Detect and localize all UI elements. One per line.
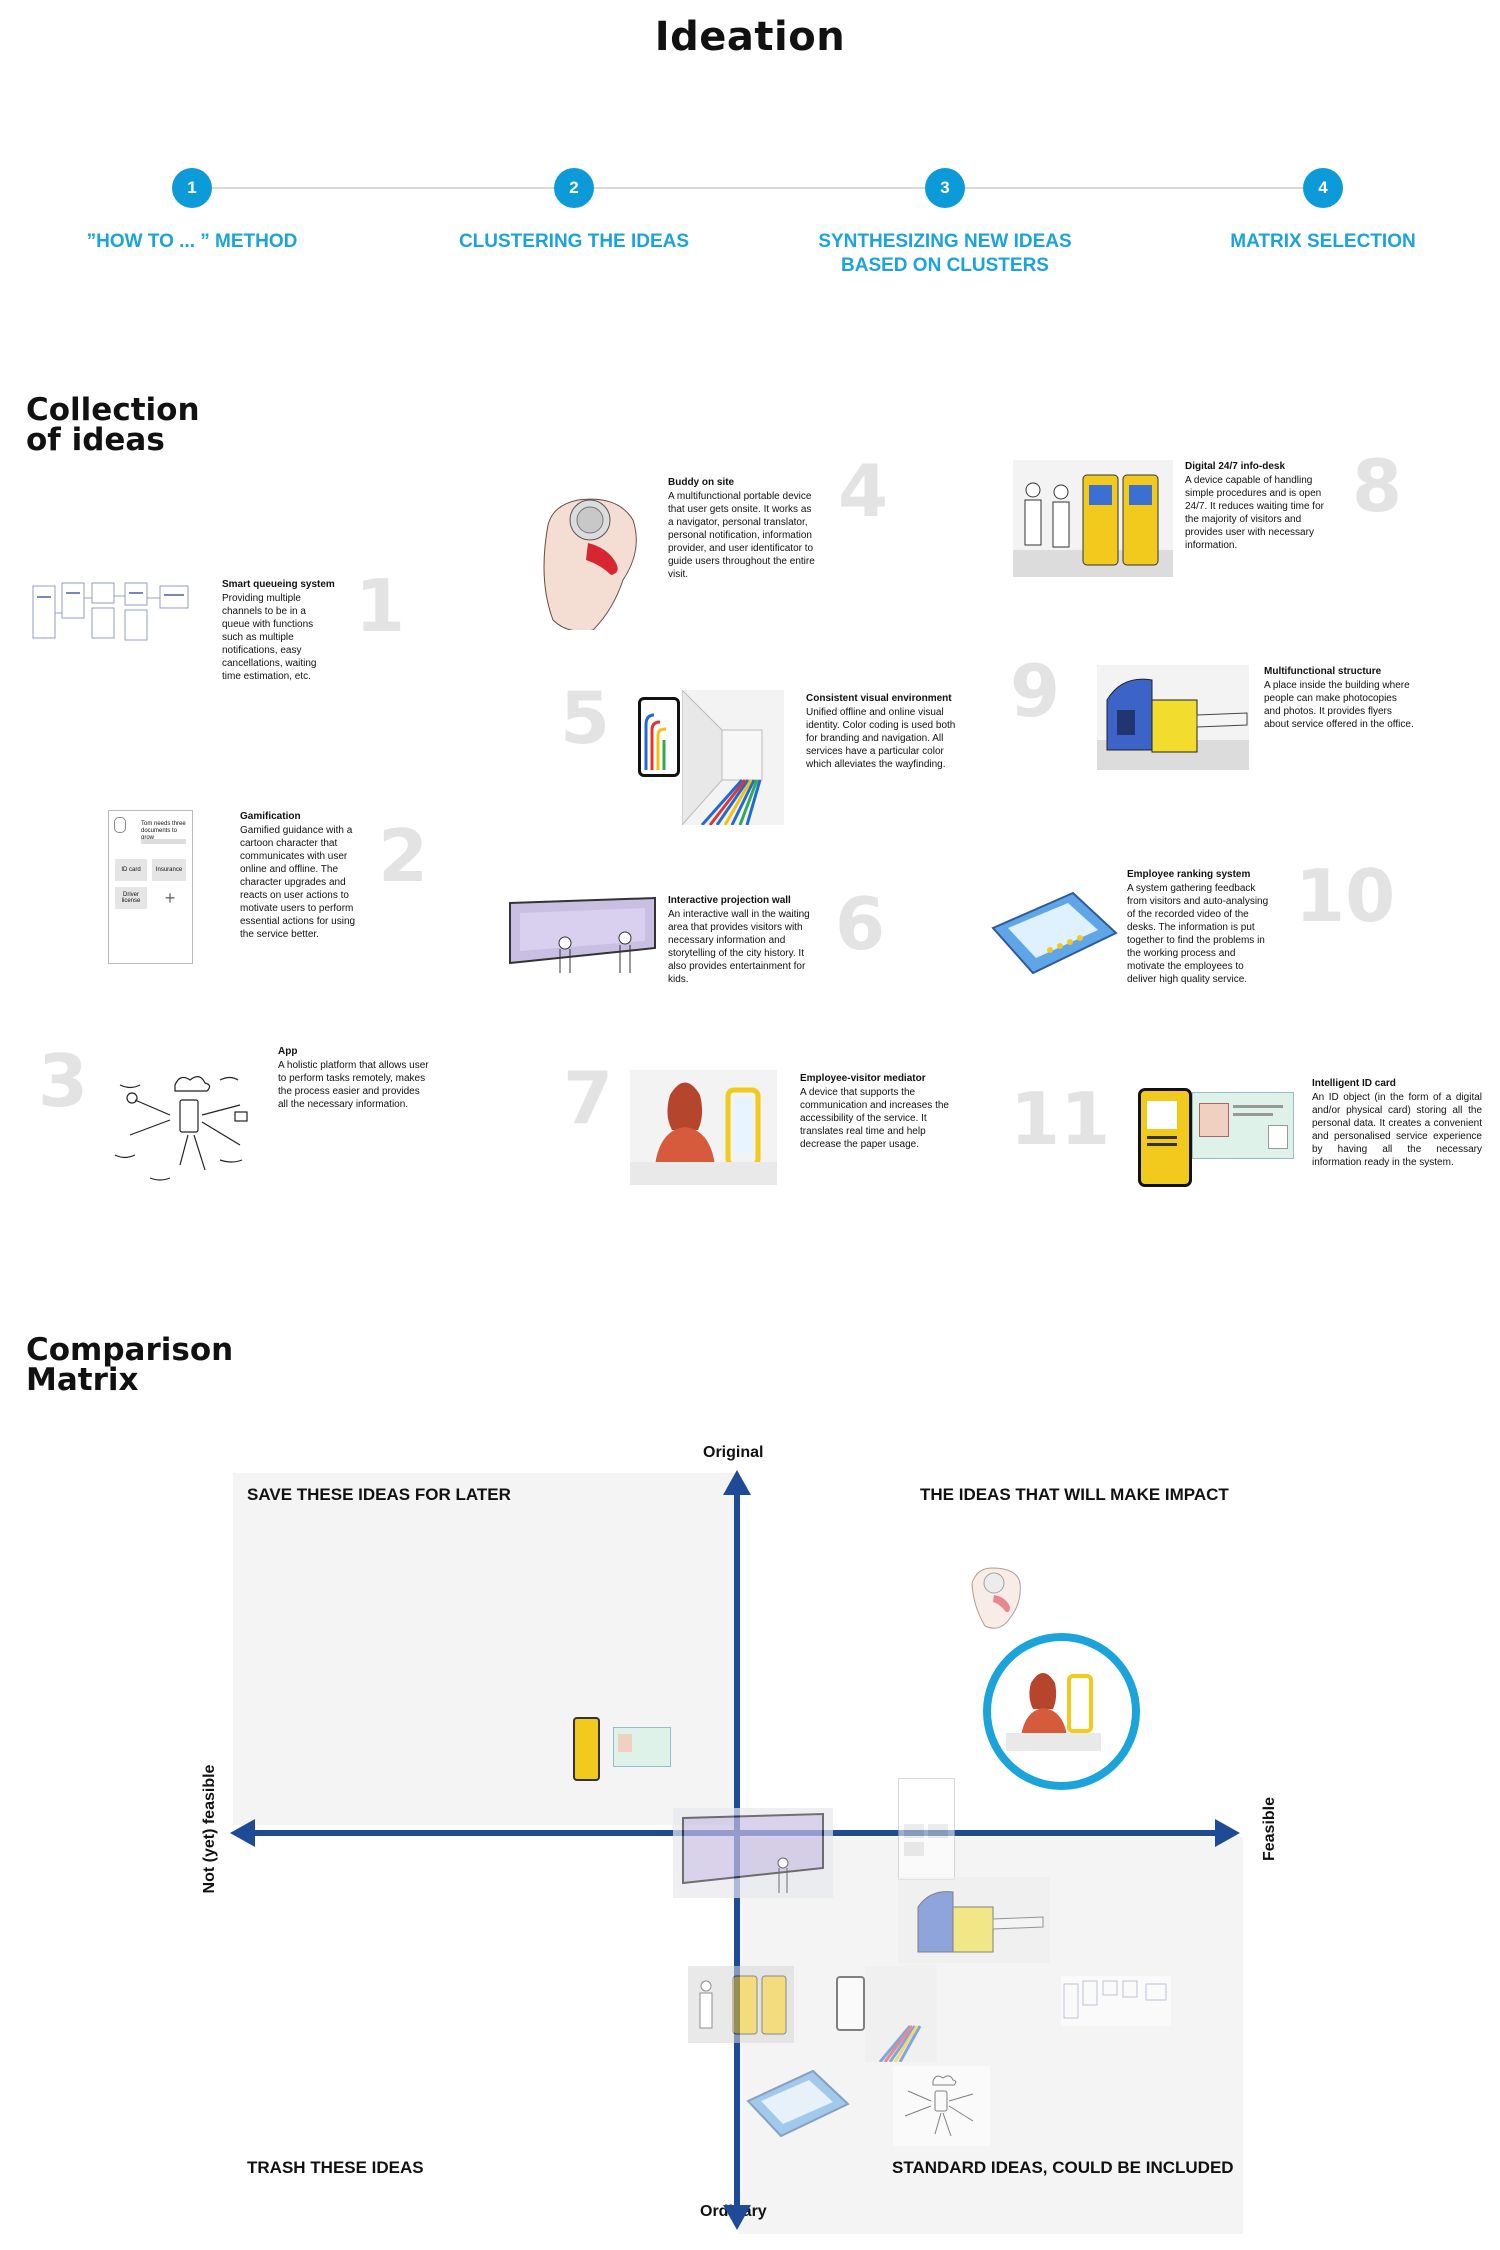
idea-11-description: An ID object (in the form of a digital a… [1312, 1092, 1482, 1168]
idea-8-title: Digital 24/7 info-desk [1185, 461, 1286, 472]
matrix-thumb-id-card [613, 1727, 671, 1767]
idea-4-number: 4 [838, 449, 889, 533]
plus-icon: + [164, 887, 176, 908]
quadrant-bottom-right-label: STANDARD IDEAS, COULD BE INCLUDED [892, 2158, 1234, 2177]
id-card-tile: ID card [115, 859, 147, 881]
page-title: Ideation [654, 14, 846, 60]
step-1-badge: 1 [172, 168, 212, 208]
idea-10-number: 10 [1295, 854, 1396, 938]
idea-9-description: A place inside the building where people… [1264, 680, 1414, 730]
step-4-badge: 4 [1303, 168, 1343, 208]
idea-9-number: 9 [1010, 649, 1061, 733]
avatar [618, 1734, 632, 1752]
idea-1-title: Smart queueing system [222, 579, 335, 590]
idea-5-number: 5 [560, 676, 611, 760]
highlight-ring-mediator [983, 1633, 1140, 1790]
axis-top-label: Original [703, 1444, 764, 1461]
idea-6-number: 6 [835, 882, 886, 966]
idea-1-illustration [30, 578, 195, 653]
idea-5-description: Unified offline and online visual identi… [806, 707, 956, 770]
matrix-thumb-app [893, 2066, 990, 2146]
idea-2-illustration: Tom needs three documents to grow ID car… [108, 810, 193, 964]
quadrant-top-left-label: SAVE THESE IDEAS FOR LATER [247, 1485, 511, 1504]
idea-11-phone-illustration [1138, 1088, 1192, 1187]
idea-6-illustration [505, 893, 660, 978]
cartoon-character-icon [114, 817, 126, 833]
idea-6-description: An interactive wall in the waiting area … [668, 909, 810, 985]
quadrant-bottom-left-label: TRASH THESE IDEAS [247, 2158, 424, 2177]
idea-3-illustration [110, 1060, 270, 1192]
idea-7-description: A device that supports the communication… [800, 1087, 949, 1150]
matrix-thumb-buddy-on-site [962, 1553, 1030, 1633]
idea-3-number: 3 [38, 1039, 89, 1123]
idea-2-title: Gamification [240, 811, 301, 822]
idea-8-description: A device capable of handling simple proc… [1185, 475, 1324, 551]
idea-5-title: Consistent visual environment [806, 693, 952, 704]
idea-7-illustration [630, 1070, 777, 1185]
idea-11-id-card-illustration [1192, 1092, 1294, 1159]
matrix-thumb-multifunctional-structure [898, 1877, 1050, 1963]
insurance-tile: Insurance [152, 859, 186, 881]
matrix-thumb-visual-env-phone [836, 1976, 865, 2031]
idea-5-corridor-illustration [681, 688, 784, 827]
matrix-thumb-id-phone [573, 1717, 600, 1781]
idea-11-number: 11 [1010, 1077, 1111, 1161]
idea-5-phone-illustration [638, 697, 680, 777]
step-2-label: CLUSTERING THE IDEAS [458, 231, 690, 252]
step-3-label: SYNTHESIZING NEW IDEAS BASED ON CLUSTERS [818, 231, 1072, 276]
step-1-label: ”HOW TO ... ” METHOD [86, 231, 298, 252]
matrix-thumb-ranking-system [745, 2066, 851, 2141]
idea-9-illustration [1097, 665, 1249, 770]
idea-7-title: Employee-visitor mediator [800, 1073, 926, 1084]
collection-title: Collection of ideas [26, 392, 200, 458]
idea-8-illustration [1013, 460, 1173, 577]
comparison-title: Comparison Matrix [26, 1332, 234, 1398]
matrix-thumb-gamification [898, 1778, 955, 1880]
matrix-thumb-queueing-system [1061, 1976, 1171, 2026]
idea-7-number: 7 [563, 1056, 614, 1140]
steps-connector-line [190, 187, 1320, 189]
matrix-thumb-info-desk [688, 1966, 794, 2043]
idea-1-number: 1 [355, 564, 406, 648]
step-4-label: MATRIX SELECTION [1230, 231, 1416, 252]
idea-2-number: 2 [378, 814, 429, 898]
idea-4-title: Buddy on site [668, 477, 735, 488]
avatar [1199, 1103, 1229, 1137]
idea-1-description: Providing multiple channels to be in a q… [222, 593, 317, 682]
driver-license-tile: Driver license [115, 887, 147, 909]
idea-8-number: 8 [1352, 444, 1403, 528]
idea-4-illustration [528, 465, 658, 632]
matrix-thumb-projection-wall [673, 1808, 833, 1898]
idea-11-title: Intelligent ID card [1312, 1078, 1396, 1089]
idea-10-description: A system gathering feedback from visitor… [1127, 883, 1269, 985]
matrix-thumb-visual-env-corridor [865, 1966, 937, 2063]
idea-2-description: Gamified guidance with a cartoon charact… [240, 825, 356, 940]
idea-10-title: Employee ranking system [1127, 869, 1251, 880]
idea-4-description: A multifunctional portable device that u… [668, 491, 815, 580]
idea-9-title: Multifunctional structure [1264, 666, 1382, 677]
quadrant-top-right-label: THE IDEAS THAT WILL MAKE IMPACT [920, 1485, 1229, 1504]
axis-right-label: Feasible [1261, 1796, 1278, 1862]
step-2-badge: 2 [554, 168, 594, 208]
progress-bar [141, 839, 186, 844]
photo-icon [1147, 1101, 1177, 1129]
axis-left-label: Not (yet) feasible [201, 1764, 218, 1894]
idea-10-illustration [988, 888, 1120, 978]
idea-6-title: Interactive projection wall [668, 895, 791, 906]
idea-3-description: A holistic platform that allows user to … [278, 1060, 429, 1110]
step-3-badge: 3 [925, 168, 965, 208]
idea-3-title: App [278, 1046, 298, 1057]
gamification-speech: Tom needs three documents to grow [141, 821, 186, 841]
